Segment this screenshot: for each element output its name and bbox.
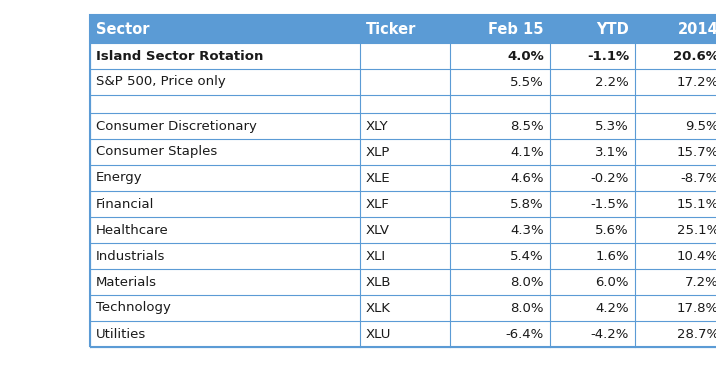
Text: 7.2%: 7.2% bbox=[685, 276, 716, 289]
Text: 8.0%: 8.0% bbox=[511, 302, 544, 314]
Text: -4.2%: -4.2% bbox=[591, 327, 629, 340]
Text: Sector: Sector bbox=[96, 21, 150, 37]
Text: Materials: Materials bbox=[96, 276, 157, 289]
Text: Feb 15: Feb 15 bbox=[488, 21, 544, 37]
Text: 4.3%: 4.3% bbox=[511, 223, 544, 236]
Text: 28.7%: 28.7% bbox=[677, 327, 716, 340]
Text: Consumer Discretionary: Consumer Discretionary bbox=[96, 120, 257, 132]
Text: XLE: XLE bbox=[366, 172, 391, 185]
Text: XLI: XLI bbox=[366, 249, 386, 262]
Text: 5.6%: 5.6% bbox=[596, 223, 629, 236]
Text: XLB: XLB bbox=[366, 276, 392, 289]
Text: Financial: Financial bbox=[96, 198, 155, 211]
Text: 10.4%: 10.4% bbox=[677, 249, 716, 262]
Text: 20.6%: 20.6% bbox=[673, 50, 716, 63]
Text: Healthcare: Healthcare bbox=[96, 223, 169, 236]
Text: Technology: Technology bbox=[96, 302, 171, 314]
Text: 3.1%: 3.1% bbox=[595, 145, 629, 158]
Text: 15.1%: 15.1% bbox=[677, 198, 716, 211]
Text: 5.8%: 5.8% bbox=[511, 198, 544, 211]
Text: 6.0%: 6.0% bbox=[596, 276, 629, 289]
Text: 5.3%: 5.3% bbox=[595, 120, 629, 132]
Text: 4.1%: 4.1% bbox=[511, 145, 544, 158]
Text: 4.2%: 4.2% bbox=[596, 302, 629, 314]
Text: YTD: YTD bbox=[596, 21, 629, 37]
Text: Energy: Energy bbox=[96, 172, 142, 185]
Text: 17.2%: 17.2% bbox=[677, 75, 716, 88]
Text: 4.0%: 4.0% bbox=[507, 50, 544, 63]
Text: 1.6%: 1.6% bbox=[596, 249, 629, 262]
Text: Industrials: Industrials bbox=[96, 249, 165, 262]
Text: -1.1%: -1.1% bbox=[587, 50, 629, 63]
Text: -1.5%: -1.5% bbox=[591, 198, 629, 211]
Text: -8.7%: -8.7% bbox=[681, 172, 716, 185]
Text: Utilities: Utilities bbox=[96, 327, 146, 340]
Text: -0.2%: -0.2% bbox=[591, 172, 629, 185]
Text: 9.5%: 9.5% bbox=[685, 120, 716, 132]
Text: Ticker: Ticker bbox=[366, 21, 417, 37]
Text: XLP: XLP bbox=[366, 145, 390, 158]
Text: 15.7%: 15.7% bbox=[677, 145, 716, 158]
Text: XLV: XLV bbox=[366, 223, 390, 236]
Text: 8.5%: 8.5% bbox=[511, 120, 544, 132]
Text: XLU: XLU bbox=[366, 327, 392, 340]
Text: 25.1%: 25.1% bbox=[677, 223, 716, 236]
Text: 4.6%: 4.6% bbox=[511, 172, 544, 185]
Text: 8.0%: 8.0% bbox=[511, 276, 544, 289]
Text: 5.5%: 5.5% bbox=[511, 75, 544, 88]
Text: 2014: 2014 bbox=[678, 21, 716, 37]
Text: XLY: XLY bbox=[366, 120, 389, 132]
Text: 2.2%: 2.2% bbox=[595, 75, 629, 88]
Text: XLF: XLF bbox=[366, 198, 390, 211]
Text: Island Sector Rotation: Island Sector Rotation bbox=[96, 50, 263, 63]
Text: 5.4%: 5.4% bbox=[511, 249, 544, 262]
Text: Consumer Staples: Consumer Staples bbox=[96, 145, 217, 158]
Text: XLK: XLK bbox=[366, 302, 391, 314]
Text: -6.4%: -6.4% bbox=[505, 327, 544, 340]
Text: S&P 500, Price only: S&P 500, Price only bbox=[96, 75, 226, 88]
Text: 17.8%: 17.8% bbox=[677, 302, 716, 314]
